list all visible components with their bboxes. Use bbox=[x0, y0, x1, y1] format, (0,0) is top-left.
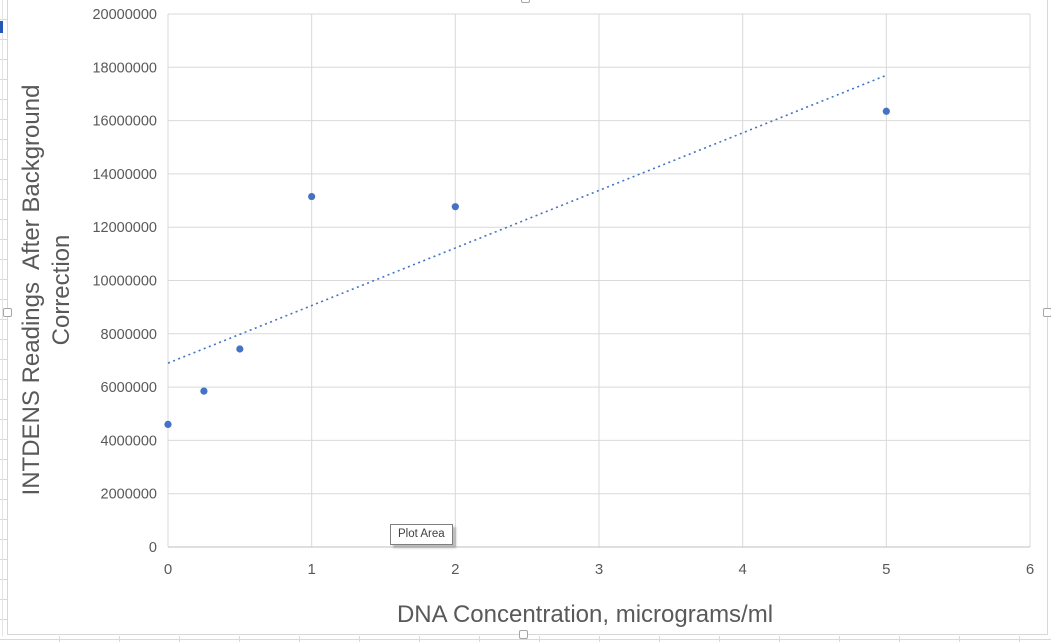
chart-resize-handle-left[interactable] bbox=[3, 308, 12, 317]
spreadsheet-row-gridline bbox=[0, 639, 1051, 640]
chart-resize-handle-right[interactable] bbox=[1043, 308, 1051, 317]
y-axis-title[interactable]: INTDENS Readings After Background Correct… bbox=[17, 29, 81, 551]
spreadsheet-left-edge bbox=[0, 0, 7, 642]
x-tick-label: 5 bbox=[882, 561, 890, 578]
y-tick-label: 4000000 bbox=[101, 433, 157, 449]
y-tick-label: 0 bbox=[149, 540, 157, 556]
plot-area-tooltip: Plot Area bbox=[390, 524, 453, 545]
data-point[interactable] bbox=[882, 107, 890, 115]
chart-resize-handle-top[interactable] bbox=[521, 0, 530, 3]
y-tick-label: 10000000 bbox=[92, 274, 157, 290]
data-point[interactable] bbox=[451, 203, 459, 211]
y-axis-title-line1: INTDENS Readings After Background bbox=[18, 84, 45, 496]
spreadsheet-bottom-edge bbox=[0, 636, 1051, 642]
y-axis-title-line2: Correction bbox=[48, 234, 75, 346]
y-tick-label: 18000000 bbox=[92, 60, 157, 76]
y-tick-label: 6000000 bbox=[101, 380, 157, 396]
y-tick-label: 8000000 bbox=[101, 327, 157, 343]
x-tick-label: 1 bbox=[307, 561, 315, 578]
x-tick-label: 6 bbox=[1026, 561, 1034, 578]
x-axis-title[interactable]: DNA Concentration, micrograms/ml bbox=[396, 601, 774, 628]
spreadsheet-gridline bbox=[2, 0, 3, 642]
x-tick-label: 0 bbox=[164, 561, 172, 578]
data-point[interactable] bbox=[308, 192, 316, 201]
y-tick-label: 12000000 bbox=[92, 220, 157, 236]
cell-selection-mark bbox=[0, 21, 3, 33]
y-tick-label: 16000000 bbox=[92, 114, 157, 130]
y-tick-label: 20000000 bbox=[92, 7, 157, 23]
y-tick-label: 14000000 bbox=[92, 167, 157, 183]
x-tick-label: 3 bbox=[595, 561, 603, 578]
x-tick-label: 2 bbox=[451, 561, 459, 578]
data-point[interactable] bbox=[164, 420, 172, 429]
trendline[interactable] bbox=[167, 74, 887, 364]
data-point[interactable] bbox=[236, 345, 244, 353]
chart-resize-handle-bottom[interactable] bbox=[519, 630, 528, 639]
x-tick-label: 4 bbox=[738, 561, 746, 578]
data-point[interactable] bbox=[200, 387, 208, 395]
y-tick-label: 2000000 bbox=[101, 487, 157, 503]
